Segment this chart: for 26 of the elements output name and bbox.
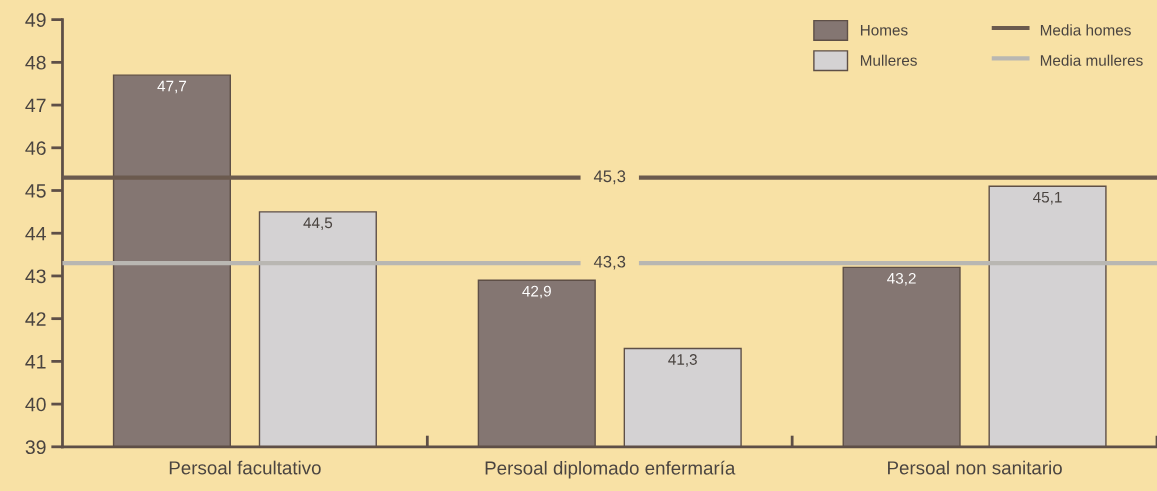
annotation: 43,3 xyxy=(593,255,626,270)
data-label: 42,9 xyxy=(522,285,551,299)
data-label: 43,2 xyxy=(887,272,916,286)
y-tick-label: 49 xyxy=(25,13,46,27)
legend-label: Media homes xyxy=(1040,24,1131,36)
annotation: 45,3 xyxy=(593,170,626,185)
data-label: 47,7 xyxy=(157,80,187,94)
y-tick-label: 46 xyxy=(25,141,46,156)
y-tick-label: 44 xyxy=(25,226,46,241)
y-tick-label: 39 xyxy=(25,440,46,455)
x-tick-label: Persoal diplomado enfermaría xyxy=(485,460,736,479)
legend-label: Mulleres xyxy=(860,54,917,66)
y-tick-label: 43 xyxy=(25,269,46,284)
y-tick-label: 40 xyxy=(25,397,46,412)
legend-label: Homes xyxy=(860,24,908,36)
data-label: 45,1 xyxy=(1033,191,1062,205)
y-tick-label: 41 xyxy=(25,355,46,369)
y-tick-label: 42 xyxy=(25,312,46,326)
legend-label: Media mulleres xyxy=(1040,54,1143,66)
data-label: 41,3 xyxy=(668,354,697,367)
y-tick-label: 48 xyxy=(25,55,46,70)
x-tick-label: Persoal facultativo xyxy=(169,460,321,475)
y-tick-label: 45 xyxy=(25,184,46,198)
x-tick-label: Persoal non sanitario xyxy=(888,460,1062,475)
y-tick-label: 47 xyxy=(25,98,46,113)
data-label: 44,5 xyxy=(303,217,333,231)
